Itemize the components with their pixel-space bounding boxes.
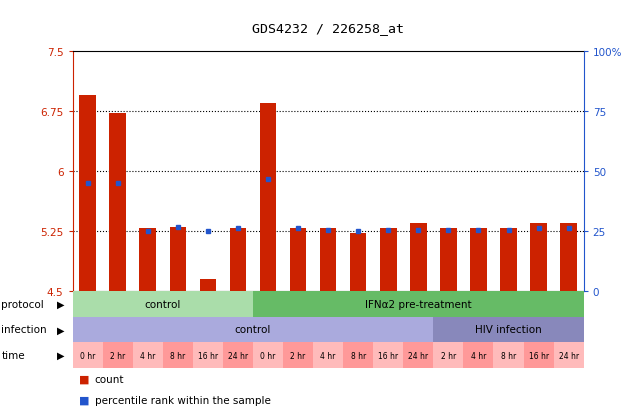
Bar bbox=[350, 234, 367, 291]
Text: ▶: ▶ bbox=[57, 350, 64, 360]
Text: 2 hr: 2 hr bbox=[441, 351, 456, 360]
Text: 2 hr: 2 hr bbox=[290, 351, 305, 360]
Bar bbox=[380, 229, 396, 291]
Text: 4 hr: 4 hr bbox=[471, 351, 486, 360]
Text: control: control bbox=[144, 299, 181, 309]
Text: 8 hr: 8 hr bbox=[351, 351, 366, 360]
Text: 16 hr: 16 hr bbox=[378, 351, 398, 360]
Bar bbox=[440, 229, 457, 291]
Text: IFNα2 pre-treatment: IFNα2 pre-treatment bbox=[365, 299, 471, 309]
Bar bbox=[320, 229, 336, 291]
Text: 16 hr: 16 hr bbox=[198, 351, 218, 360]
Text: 2 hr: 2 hr bbox=[110, 351, 126, 360]
Text: 24 hr: 24 hr bbox=[558, 351, 579, 360]
Text: ▶: ▶ bbox=[57, 299, 64, 309]
Bar bbox=[470, 229, 487, 291]
Bar bbox=[80, 95, 96, 291]
Bar bbox=[139, 229, 156, 291]
Text: GDS4232 / 226258_at: GDS4232 / 226258_at bbox=[252, 22, 404, 36]
Text: 24 hr: 24 hr bbox=[408, 351, 428, 360]
Text: protocol: protocol bbox=[1, 299, 44, 309]
Bar bbox=[410, 223, 427, 291]
Text: percentile rank within the sample: percentile rank within the sample bbox=[95, 395, 271, 405]
Text: 24 hr: 24 hr bbox=[228, 351, 248, 360]
Text: infection: infection bbox=[1, 325, 47, 335]
Text: 16 hr: 16 hr bbox=[529, 351, 548, 360]
Bar bbox=[290, 229, 306, 291]
Text: ■: ■ bbox=[79, 374, 90, 384]
Text: 8 hr: 8 hr bbox=[170, 351, 186, 360]
Bar bbox=[530, 223, 547, 291]
Text: time: time bbox=[1, 350, 25, 360]
Text: 8 hr: 8 hr bbox=[501, 351, 516, 360]
Text: 4 hr: 4 hr bbox=[140, 351, 155, 360]
Bar bbox=[260, 104, 276, 291]
Text: control: control bbox=[235, 325, 271, 335]
Text: ■: ■ bbox=[79, 395, 90, 405]
Bar bbox=[500, 229, 517, 291]
Text: 4 hr: 4 hr bbox=[321, 351, 336, 360]
Bar bbox=[560, 223, 577, 291]
Bar bbox=[170, 227, 186, 291]
Text: count: count bbox=[95, 374, 124, 384]
Bar bbox=[199, 279, 216, 291]
Bar bbox=[109, 114, 126, 291]
Bar bbox=[230, 229, 246, 291]
Text: 0 hr: 0 hr bbox=[80, 351, 95, 360]
Text: ▶: ▶ bbox=[57, 325, 64, 335]
Text: HIV infection: HIV infection bbox=[475, 325, 542, 335]
Text: 0 hr: 0 hr bbox=[261, 351, 276, 360]
